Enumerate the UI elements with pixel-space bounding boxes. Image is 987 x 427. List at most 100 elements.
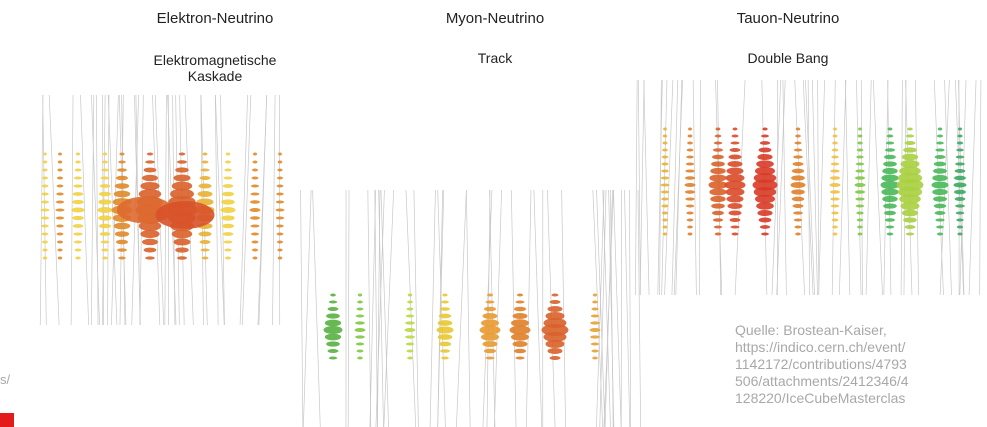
detector-string [80, 94, 90, 326]
hit [357, 356, 363, 360]
hit [933, 161, 947, 167]
hit [57, 176, 63, 180]
hit [326, 341, 340, 347]
hit [484, 306, 496, 312]
hit [101, 248, 109, 252]
hit [900, 160, 920, 168]
hit [118, 160, 126, 164]
detector-string [375, 189, 385, 427]
hit [686, 211, 694, 215]
hit [727, 161, 743, 167]
hit [117, 248, 127, 252]
hit [250, 224, 260, 228]
hit [662, 225, 668, 229]
hit [955, 204, 965, 208]
hit [222, 191, 234, 197]
hit [955, 211, 965, 215]
hit [549, 300, 561, 304]
hit [857, 225, 863, 229]
detector-string [661, 79, 668, 296]
detector-string [624, 189, 631, 427]
hit [200, 248, 210, 252]
hit [57, 240, 63, 244]
hit [792, 204, 804, 208]
hit [405, 335, 415, 339]
hit [715, 127, 721, 131]
hit [481, 319, 499, 327]
hit [684, 183, 696, 187]
hit [74, 240, 82, 244]
hit [729, 218, 741, 222]
hit [857, 141, 863, 145]
detector-string [525, 189, 532, 427]
panel-title: Myon-Neutrino [445, 10, 545, 27]
hit [832, 141, 838, 145]
detector-string [807, 79, 810, 296]
hit [485, 300, 495, 304]
hit [253, 152, 257, 156]
hit [99, 232, 111, 236]
hit [830, 197, 840, 201]
hit [276, 184, 284, 188]
hit [512, 341, 528, 347]
hit [661, 197, 669, 201]
hit [56, 192, 64, 196]
hit [684, 176, 696, 180]
detector-string [596, 189, 605, 427]
detector-string [383, 189, 394, 427]
hit [357, 293, 363, 297]
hit [277, 176, 283, 180]
hit [356, 349, 364, 353]
subtitle-line: Kaskade [187, 68, 243, 84]
hit [661, 204, 669, 208]
hit [113, 222, 131, 230]
hit [545, 340, 565, 348]
hit [684, 190, 696, 194]
hit [482, 313, 498, 319]
hit [936, 141, 944, 145]
hit [899, 194, 921, 204]
hit [884, 210, 896, 216]
hit [251, 184, 259, 188]
detector-string [629, 189, 632, 427]
hit [175, 247, 189, 253]
detector-string [239, 94, 248, 326]
hit [688, 127, 692, 131]
hit [436, 326, 454, 334]
source-line: 1142172/contributions/4793 [735, 356, 907, 372]
hit [55, 200, 65, 204]
hit [512, 313, 528, 319]
hit [831, 211, 839, 215]
hit [56, 224, 64, 228]
hit [793, 148, 803, 152]
hit [357, 300, 363, 304]
hit [936, 134, 944, 138]
source-line: 128220/IceCubeMasterclas [735, 390, 906, 406]
hit [954, 189, 966, 195]
hit [857, 232, 863, 236]
hit [905, 232, 915, 236]
hit [833, 127, 837, 131]
hit [714, 134, 722, 138]
hit [731, 134, 739, 138]
hit [42, 240, 48, 244]
hit [251, 176, 259, 180]
hit [55, 216, 65, 220]
hit [178, 152, 186, 156]
detector-string [215, 94, 225, 326]
hit [687, 141, 693, 145]
hit [935, 218, 945, 222]
source-line: Quelle: Brostean-Kaiser, [735, 322, 887, 338]
hit [856, 211, 864, 215]
hit [56, 232, 64, 236]
hit [832, 134, 838, 138]
hit [795, 127, 801, 131]
hit [327, 349, 339, 353]
detector-string [865, 79, 872, 296]
hit [856, 148, 864, 152]
hit [57, 168, 63, 172]
detector-string [380, 189, 389, 427]
hit [72, 192, 84, 196]
hit [709, 174, 727, 182]
subtitle-line: Elektromagnetische [153, 52, 277, 68]
